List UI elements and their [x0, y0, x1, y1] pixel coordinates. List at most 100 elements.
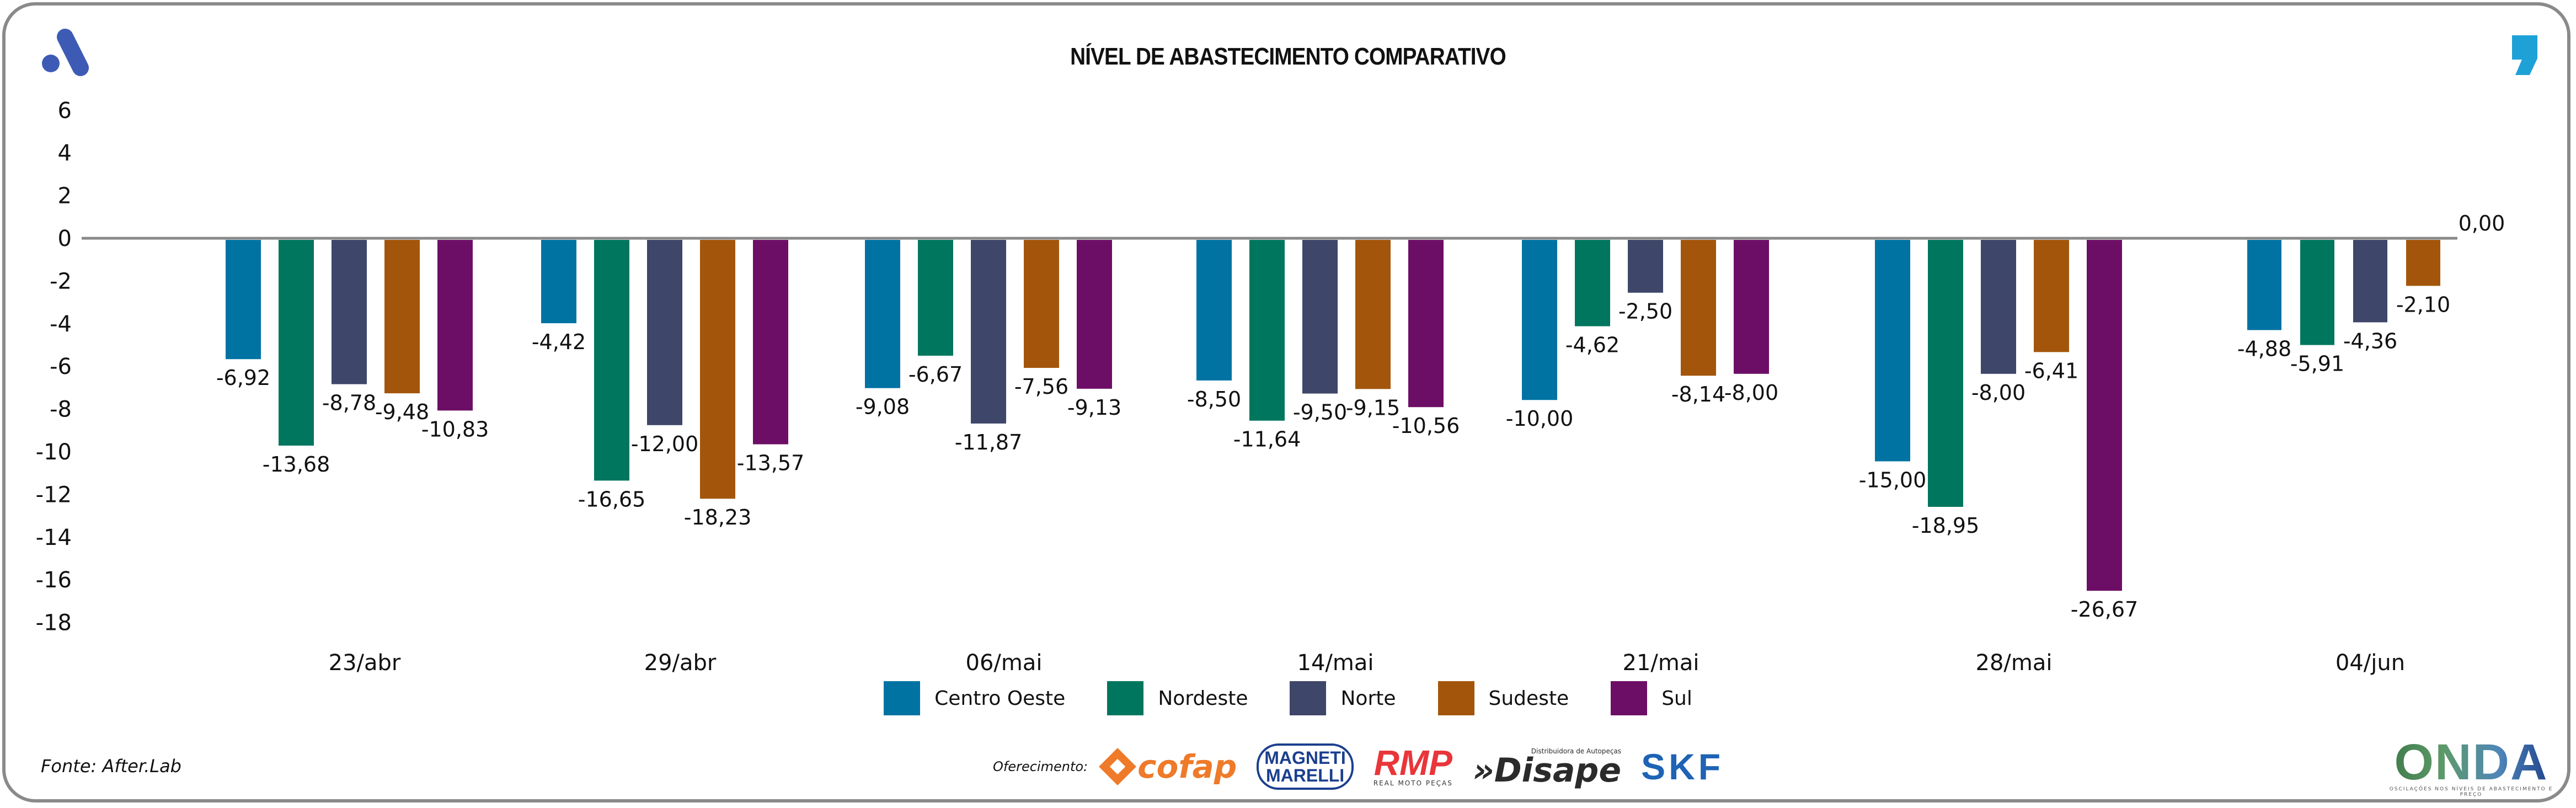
legend-item-norte[interactable]: Norte: [1290, 681, 1396, 715]
bar-norte[interactable]: [1981, 240, 2016, 374]
bar-centro-oeste[interactable]: [1875, 240, 1910, 462]
bar-sul[interactable]: [1077, 240, 1112, 389]
x-tick-label: 21/mai: [1623, 650, 1699, 676]
data-label: -13,57: [737, 451, 805, 475]
bar-norte[interactable]: [2353, 240, 2387, 323]
legend-swatch: [1290, 681, 1327, 715]
comma-logo-icon: [2512, 35, 2537, 75]
afterlab-logo-icon: [42, 29, 89, 76]
data-label: -9,50: [1293, 400, 1347, 425]
disape-subtext: Distribuidora de Autopeças: [1531, 747, 1622, 755]
x-tick-label: 06/mai: [966, 650, 1043, 676]
y-tick-label: 2: [58, 184, 72, 209]
bar-centro-oeste[interactable]: [2247, 240, 2281, 330]
bar-sudeste[interactable]: [384, 240, 420, 394]
data-label: -15,00: [1859, 468, 1927, 492]
data-label: -18,23: [684, 505, 752, 529]
data-label: -10,83: [421, 417, 489, 441]
data-label: -11,64: [1233, 427, 1301, 452]
sponsors-bar: Oferecimento: cofap MAGNETI MARELLI RMP …: [993, 742, 1744, 791]
skf-logo: SKF: [1641, 746, 1724, 787]
bar-norte[interactable]: [332, 240, 367, 384]
y-tick-label: -18: [36, 611, 72, 636]
data-label: -6,92: [216, 366, 270, 390]
bar-norte[interactable]: [971, 240, 1006, 424]
bar-centro-oeste[interactable]: [865, 240, 900, 388]
legend-item-centro-oeste[interactable]: Centro Oeste: [884, 681, 1065, 715]
legend-item-sudeste[interactable]: Sudeste: [1437, 681, 1569, 715]
legend-label: Centro Oeste: [934, 687, 1066, 710]
y-tick-label: 4: [58, 141, 72, 166]
rmp-logo: RMP REAL MOTO PEÇAS: [1373, 745, 1453, 787]
bar-sul[interactable]: [437, 240, 473, 411]
data-label: -7,56: [1014, 374, 1068, 399]
y-tick-label: -14: [36, 525, 72, 550]
bar-sul[interactable]: [2087, 240, 2122, 591]
x-tick-label: 28/mai: [1976, 650, 2053, 676]
bar-sudeste[interactable]: [1681, 240, 1716, 376]
bar-nordeste[interactable]: [918, 240, 953, 356]
bar-centro-oeste[interactable]: [226, 240, 261, 360]
source-note: Fonte: After.Lab: [41, 756, 181, 777]
bar-centro-oeste[interactable]: [1522, 240, 1557, 400]
cofap-logo: cofap: [1099, 748, 1237, 785]
onda-text: ONDA: [2388, 737, 2554, 788]
data-label: -8,14: [1671, 382, 1725, 406]
bar-sudeste[interactable]: [1355, 240, 1391, 389]
data-label: -8,00: [1724, 381, 1778, 405]
legend-label: Nordeste: [1158, 687, 1248, 710]
x-tick-label: 04/jun: [2335, 650, 2405, 676]
disape-logo: Distribuidora de Autopeças »Disape: [1473, 747, 1622, 787]
onda-subtext: OSCILAÇÕES NOS NÍVEIS DE ABASTECIMENTO E…: [2389, 786, 2553, 798]
data-label: -8,78: [322, 391, 376, 415]
data-labels: -6,92 -13,68 -8,78-9,48-10,83 -4,42 -16,65 -1…: [216, 211, 2505, 622]
legend-label: Norte: [1340, 687, 1396, 710]
bar-sudeste[interactable]: [1024, 240, 1059, 368]
data-label: -8,00: [1971, 381, 2025, 405]
legend-item-sul[interactable]: Sul: [1611, 681, 1692, 715]
bar-sul[interactable]: [753, 240, 788, 445]
y-tick-label: 0: [58, 226, 72, 252]
y-tick-label: 6: [58, 98, 72, 124]
bar-nordeste[interactable]: [1575, 240, 1610, 327]
bar-sul[interactable]: [1408, 240, 1444, 408]
data-label: -4,62: [1565, 333, 1620, 357]
data-label: 0,00: [2459, 211, 2505, 236]
marelli-text: MARELLI: [1265, 766, 1345, 785]
legend-swatch: [1437, 681, 1474, 715]
bar-nordeste[interactable]: [279, 240, 314, 446]
y-tick-label: -8: [50, 397, 72, 422]
data-label: -13,68: [263, 452, 330, 477]
data-label: -26,67: [2071, 597, 2139, 622]
bar-sudeste[interactable]: [2034, 240, 2069, 352]
bar-norte[interactable]: [1302, 240, 1338, 394]
bar-norte[interactable]: [647, 240, 682, 425]
data-label: -9,08: [856, 395, 910, 419]
bar-sudeste[interactable]: [700, 240, 735, 499]
bar-nordeste[interactable]: [594, 240, 629, 481]
data-label: -4,42: [532, 330, 586, 354]
data-label: -11,87: [955, 430, 1023, 454]
bar-centro-oeste[interactable]: [541, 240, 576, 324]
bar-centro-oeste[interactable]: [1196, 240, 1232, 381]
data-label: -5,91: [2290, 352, 2344, 376]
bar-nordeste[interactable]: [1249, 240, 1285, 421]
data-label: -6,67: [908, 362, 963, 387]
cofap-mark-icon: [1099, 748, 1137, 785]
bar-nordeste[interactable]: [2300, 240, 2334, 345]
bar-nordeste[interactable]: [1928, 240, 1963, 507]
bar-norte[interactable]: [1628, 240, 1663, 293]
bar-sul[interactable]: [1734, 240, 1769, 374]
legend-item-nordeste[interactable]: Nordeste: [1107, 681, 1248, 715]
data-label: -2,50: [1618, 299, 1672, 324]
bar-sudeste[interactable]: [2406, 240, 2440, 286]
y-tick-label: -6: [50, 354, 72, 379]
y-tick-label: -12: [36, 482, 72, 507]
data-label: -10,00: [1506, 406, 1574, 431]
y-tick-label: -4: [50, 312, 72, 337]
data-label: -8,50: [1187, 387, 1241, 411]
rmp-subtext: REAL MOTO PEÇAS: [1373, 779, 1453, 787]
data-label: -4,36: [2343, 329, 2397, 353]
data-label: -9,48: [375, 400, 429, 424]
